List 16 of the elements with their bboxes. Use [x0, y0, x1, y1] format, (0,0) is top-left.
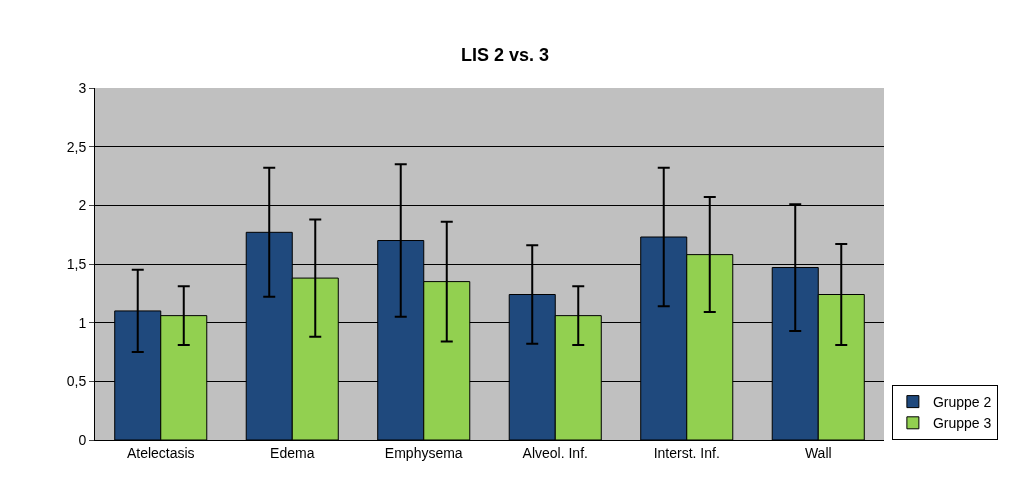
y-tick-label: 1,5 [66, 255, 87, 272]
y-tick-label: 3 [78, 79, 87, 96]
y-tick-label: 2,5 [66, 138, 87, 155]
x-tick-label: Atelectasis [126, 444, 195, 461]
legend-label: Gruppe 2 [932, 394, 992, 411]
y-tick-label: 2 [78, 197, 87, 214]
x-tick-label: Wall [804, 444, 832, 461]
x-tick-label: Emphysema [384, 444, 463, 461]
y-tick-label: 1 [78, 314, 87, 331]
chart-title: LIS 2 vs. 3 [460, 44, 550, 65]
y-tick-label: 0,5 [66, 373, 87, 390]
y-tick-label: 0 [78, 431, 87, 448]
x-tick-label: Alveol. Inf. [522, 444, 588, 461]
x-tick-label: Interst. Inf. [653, 444, 720, 461]
x-tick-label: Edema [270, 444, 315, 461]
legend-label: Gruppe 3 [932, 415, 992, 432]
